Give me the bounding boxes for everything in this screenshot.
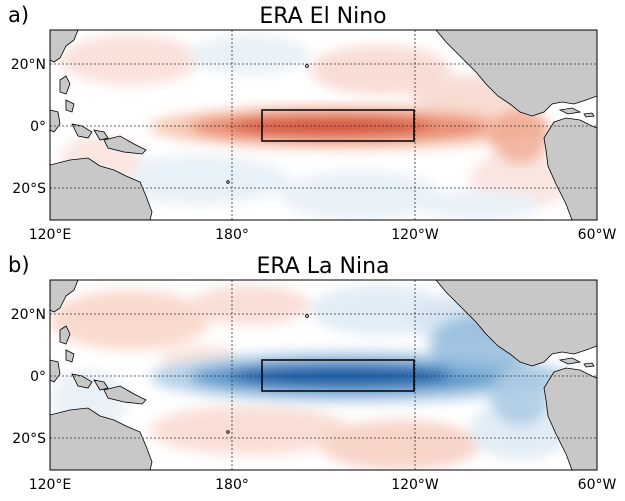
panel-a-frame — [49, 29, 598, 221]
panel-a: a) ERA El Nino — [8, 3, 616, 243]
panel-b-nino-box — [261, 359, 415, 392]
panel-b-gridlines — [50, 280, 597, 470]
panel-b-xlabel-120e: 120°E — [29, 477, 72, 493]
panel-a-letter: a) — [8, 3, 29, 27]
panel-a-map — [50, 30, 597, 220]
panel-b-xlabel-60w: 60°W — [578, 477, 617, 493]
panel-a-xlabel-120w: 120°W — [391, 227, 439, 243]
panel-a-land — [50, 30, 597, 220]
panel-a-xlabel-180: 180° — [215, 227, 249, 243]
panel-b-title: ERA La Nina — [256, 254, 389, 279]
panel-a-xlabel-120e: 120°E — [29, 227, 72, 243]
panel-a-nino-box — [261, 109, 415, 142]
panel-a-ylabel-20s: 20°S — [12, 181, 46, 197]
panel-b-frame — [49, 279, 598, 471]
panel-b-map — [50, 280, 597, 470]
panel-a-xlabel-60w: 60°W — [578, 227, 617, 243]
panel-a-ylabel-20n: 20°N — [11, 57, 46, 73]
panel-b-xlabel-180: 180° — [215, 477, 249, 493]
panel-b-ylabel-20n: 20°N — [11, 307, 46, 323]
panel-a-ylabel-0: 0° — [30, 119, 46, 135]
panel-b-ylabel-20s: 20°S — [12, 431, 46, 447]
panel-b: b) ERA La Nina — [8, 253, 616, 493]
panel-a-title: ERA El Nino — [259, 4, 386, 29]
panel-a-gridlines — [50, 30, 597, 220]
panel-b-land — [50, 280, 597, 470]
panel-b-xlabel-120w: 120°W — [391, 477, 439, 493]
panel-b-letter: b) — [8, 253, 30, 277]
panel-b-ylabel-0: 0° — [30, 369, 46, 385]
